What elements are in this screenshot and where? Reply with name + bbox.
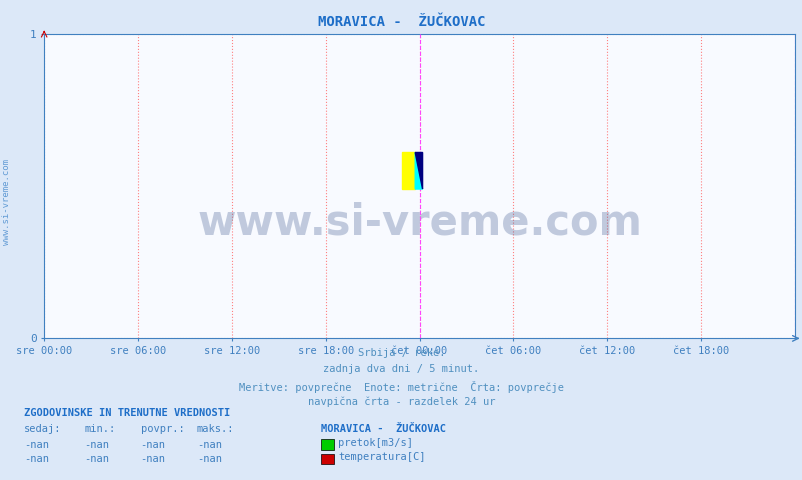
Text: MORAVICA -  ŽUČKOVAC: MORAVICA - ŽUČKOVAC bbox=[321, 424, 446, 434]
Text: maks.:: maks.: bbox=[196, 424, 234, 434]
Text: www.si-vreme.com: www.si-vreme.com bbox=[196, 202, 642, 243]
Text: MORAVICA -  ŽUČKOVAC: MORAVICA - ŽUČKOVAC bbox=[318, 15, 484, 29]
Text: -nan: -nan bbox=[196, 454, 221, 464]
Text: ZGODOVINSKE IN TRENUTNE VREDNOSTI: ZGODOVINSKE IN TRENUTNE VREDNOSTI bbox=[24, 408, 230, 418]
Text: -nan: -nan bbox=[24, 440, 49, 450]
Text: Meritve: povprečne  Enote: metrične  Črta: povprečje: Meritve: povprečne Enote: metrične Črta:… bbox=[239, 381, 563, 393]
Text: povpr.:: povpr.: bbox=[140, 424, 184, 434]
Text: sedaj:: sedaj: bbox=[24, 424, 62, 434]
Text: Srbija / reke.: Srbija / reke. bbox=[358, 348, 444, 358]
Text: -nan: -nan bbox=[196, 440, 221, 450]
Text: www.si-vreme.com: www.si-vreme.com bbox=[2, 158, 11, 245]
Text: -nan: -nan bbox=[24, 454, 49, 464]
Text: min.:: min.: bbox=[84, 424, 115, 434]
Text: temperatura[C]: temperatura[C] bbox=[338, 452, 425, 462]
Text: pretok[m3/s]: pretok[m3/s] bbox=[338, 438, 412, 448]
Polygon shape bbox=[415, 153, 422, 189]
Text: zadnja dva dni / 5 minut.: zadnja dva dni / 5 minut. bbox=[323, 364, 479, 374]
Text: navpična črta - razdelek 24 ur: navpična črta - razdelek 24 ur bbox=[307, 397, 495, 408]
Text: -nan: -nan bbox=[140, 454, 165, 464]
Text: -nan: -nan bbox=[140, 440, 165, 450]
Text: -nan: -nan bbox=[84, 454, 109, 464]
Polygon shape bbox=[415, 153, 422, 189]
Polygon shape bbox=[401, 153, 415, 189]
Text: -nan: -nan bbox=[84, 440, 109, 450]
